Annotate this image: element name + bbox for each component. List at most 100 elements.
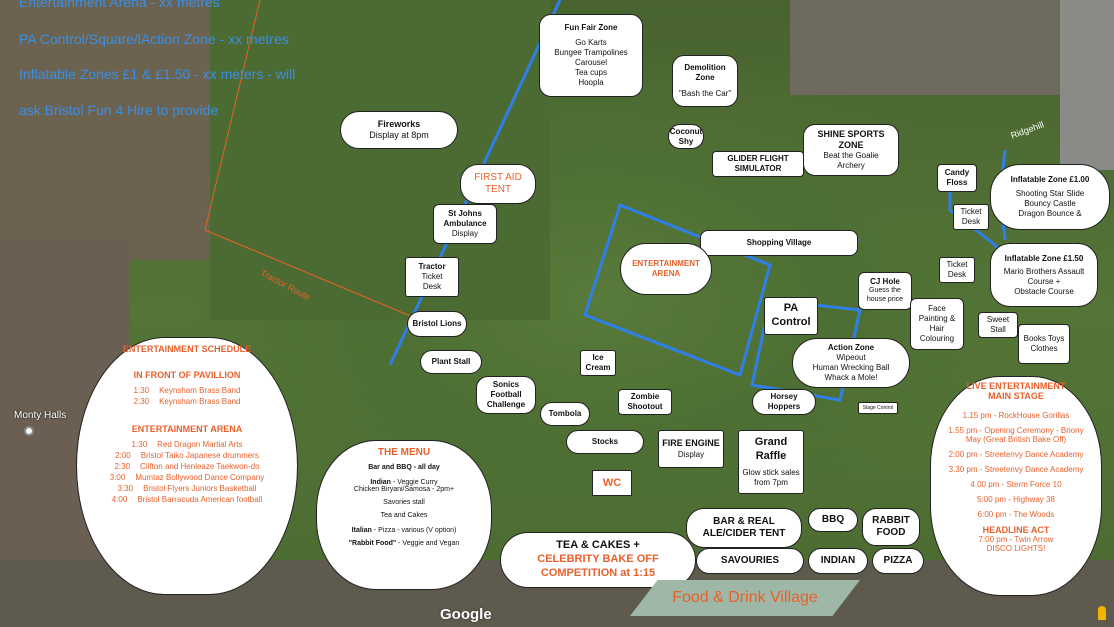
live-entertainment: LIVE ENTERTAINMENT MAIN STAGE 1.15 pm - … [930, 376, 1102, 596]
food-drink-village[interactable]: Food & Drink Village [630, 580, 860, 616]
menu-rabbit: "Rabbit Food" - Veggie and Vegan [317, 540, 491, 547]
entertainment-arena[interactable]: ENTERTAINMENT ARENA [620, 243, 712, 295]
fire-engine-sub: Display [677, 449, 705, 459]
tractor-ticket-desk[interactable]: Tractor Ticket Desk [405, 257, 459, 297]
coconut-shy[interactable]: Coconut Shy [668, 124, 704, 149]
shopping-label: Shopping Village [746, 238, 812, 247]
zombie-shootout[interactable]: Zombie Shootout [618, 389, 672, 415]
schedule-title: ENTERTAINMENT SCHEDULE [122, 344, 252, 354]
demolition-zone[interactable]: Demolition Zone "Bash the Car" [672, 55, 738, 107]
stocks[interactable]: Stocks [566, 430, 644, 454]
menu-indian: Indian - Veggie Curry [317, 479, 491, 486]
note-4: ask Bristol Fun 4 Hire to provide [19, 102, 219, 118]
live-title: LIVE ENTERTAINMENT [966, 381, 1066, 391]
inflatable2-item: Obstacle Course [1014, 286, 1074, 296]
fireworks-box[interactable]: Fireworks Display at 8pm [340, 111, 458, 149]
fun-fair-zone[interactable]: Fun Fair Zone Go Karts Bungee Trampoline… [539, 14, 643, 97]
inflatable1-item: Shooting Star Slide [1015, 189, 1085, 198]
bristol-lions[interactable]: Bristol Lions [407, 311, 467, 337]
fun-fair-item: Hoopla [578, 78, 604, 87]
ticket-desk-1[interactable]: Ticket Desk [953, 204, 989, 230]
plant-stall[interactable]: Plant Stall [420, 350, 482, 374]
row-act: Bristol Taiko Japanese drummers [140, 451, 259, 460]
cj-item: house price [866, 296, 904, 303]
pegman-icon[interactable] [1098, 606, 1106, 620]
note-2: PA Control/Square/lAction Zone - xx metr… [19, 31, 289, 47]
schedule-row: 2:30 Clifton and Henleaze Taekwon-do [77, 462, 297, 471]
inflatable-zone-1[interactable]: Inflatable Zone £1.00 Shooting Star Slid… [990, 164, 1110, 230]
indian[interactable]: INDIAN [808, 548, 868, 574]
action-title: Action Zone [827, 343, 875, 352]
the-menu: THE MENU Bar and BBQ - all day Indian - … [316, 440, 492, 590]
action-item: Wipeout [836, 353, 866, 362]
row-time: 3:30 [117, 484, 134, 493]
zombie-label: Zombie Shootout [627, 392, 663, 411]
tractor-item: Ticket [421, 272, 443, 281]
tractor-title: Tractor [418, 262, 446, 271]
shopping-village[interactable]: Shopping Village [700, 230, 858, 256]
bbq-label: BBQ [821, 513, 845, 525]
plant-label: Plant Stall [431, 357, 471, 366]
pa-action-outline [750, 298, 862, 402]
horsey-hoppers[interactable]: Horsey Hoppers [752, 389, 816, 415]
menu-key: Indian [370, 479, 391, 486]
sweet-stall[interactable]: Sweet Stall [978, 312, 1018, 338]
menu-savories: Savories stall [383, 499, 425, 506]
savouries[interactable]: SAVOURIES [696, 548, 804, 574]
candy-floss[interactable]: Candy Floss [937, 164, 977, 192]
stage-control[interactable]: Stage Control [858, 402, 898, 414]
road-right [1060, 0, 1114, 170]
live-item: 5:00 pm - Highway 38 [977, 495, 1055, 504]
tractor-route-line [204, 0, 261, 231]
rabbit-label: RABBIT FOOD [872, 514, 910, 539]
inflatable-zone-2[interactable]: Inflatable Zone £1.50 Mario Brothers Ass… [990, 243, 1098, 307]
face-painting[interactable]: Face Painting & Hair Colouring [910, 298, 964, 350]
shine-sports-zone[interactable]: SHINE SPORTS ZONE Beat the Goalie Archer… [803, 124, 899, 176]
tombola[interactable]: Tombola [540, 402, 590, 426]
pizza[interactable]: PIZZA [872, 548, 924, 574]
fun-fair-item: Go Karts [575, 38, 607, 47]
location-pin-icon [24, 426, 34, 436]
sonics-football[interactable]: Sonics Football Challenge [476, 376, 536, 414]
fire-engine[interactable]: FIRE ENGINE Display [658, 430, 724, 468]
inflatable2-item: Mario Brothers Assault Course + [1003, 266, 1085, 286]
headline-1: 7:00 pm - Twin Arrow [978, 535, 1054, 544]
schedule-row: 3:00 Mumtaz Bollywood Dance Company [77, 473, 297, 482]
bar-tent[interactable]: BAR & REAL ALE/CIDER TENT [686, 508, 802, 548]
bar-label: BAR & REAL ALE/CIDER TENT [702, 515, 786, 540]
st-johns-ambulance[interactable]: St Johns Ambulance Display [433, 204, 497, 244]
live-item: 4.00 pm - Sterm Force 10 [970, 480, 1062, 489]
row-act: Mumtaz Bollywood Dance Company [135, 473, 265, 482]
menu-indian2: Chicken Biryani/Samosa - 2pm+ [353, 486, 455, 493]
pavilion-title: IN FRONT OF PAVILLION [133, 370, 241, 380]
row-time: 4:00 [111, 495, 128, 504]
fun-fair-title: Fun Fair Zone [564, 23, 618, 32]
row-act: Red Dragon Martial Arts [157, 440, 243, 449]
schedule-row: 1:30 Keynsham Brass Band [77, 386, 297, 395]
live-item: 2:00 pm - Streetenvy Dance Academy [948, 450, 1084, 459]
bbq[interactable]: BBQ [808, 508, 858, 532]
st-johns-title: St Johns Ambulance [443, 209, 487, 228]
inflatable2-title: Inflatable Zone £1.50 [1004, 253, 1084, 263]
pa-control[interactable]: PA Control [764, 297, 818, 335]
rabbit-food[interactable]: RABBIT FOOD [862, 508, 920, 546]
action-zone[interactable]: Action Zone Wipeout Human Wrecking Ball … [792, 338, 910, 388]
glider-simulator[interactable]: GLIDER FLIGHT SIMULATOR [712, 151, 804, 177]
raffle-title: Grand Raffle [754, 436, 788, 462]
candy-label: Candy Floss [944, 168, 970, 187]
ice-cream[interactable]: Ice Cream [580, 350, 616, 376]
ticket-desk-2[interactable]: Ticket Desk [939, 257, 975, 283]
stocks-label: Stocks [591, 437, 619, 446]
wc[interactable]: WC [592, 470, 632, 496]
books-toys-clothes[interactable]: Books Toys Clothes [1018, 324, 1070, 364]
tea-line1: TEA & CAKES + [556, 539, 640, 552]
grand-raffle[interactable]: Grand Raffle Glow stick sales from 7pm [738, 430, 804, 494]
first-aid-tent[interactable]: FIRST AID TENT [460, 164, 536, 204]
cj-hole[interactable]: CJ Hole Guess the house price [858, 272, 912, 310]
tea-cakes-bake-off[interactable]: TEA & CAKES + CELEBRITY BAKE OFF COMPETI… [500, 532, 696, 588]
note-1: Entertainment Arena - xx metres [19, 0, 220, 10]
shine-item: Archery [837, 161, 865, 171]
cj-item: Guess the [869, 287, 901, 295]
schedule-row: 1:30 Red Dragon Martial Arts [77, 440, 297, 449]
